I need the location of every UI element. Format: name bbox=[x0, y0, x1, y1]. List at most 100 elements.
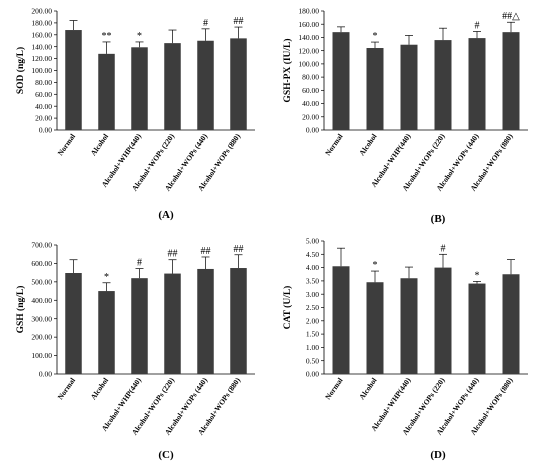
panel-d: 0.00 0.50 1.00 1.50 2.00 2.50 3.00 3.50 4.00 4.50… bbox=[282, 237, 528, 461]
significance-marker: # bbox=[203, 18, 208, 29]
y-tick-label: 140.00 bbox=[31, 42, 52, 51]
y-tick-label: 2.00 bbox=[306, 316, 319, 325]
bar bbox=[502, 274, 520, 374]
y-tick-label: 400.00 bbox=[31, 296, 52, 305]
y-tick-label: 0.00 bbox=[306, 370, 319, 379]
y-tick-label: 20.00 bbox=[302, 112, 319, 121]
bar bbox=[366, 282, 384, 374]
bar bbox=[131, 278, 148, 374]
significance-marker: ## bbox=[234, 244, 244, 255]
y-tick-label: 0.00 bbox=[306, 126, 319, 135]
significance-marker: ## bbox=[201, 246, 211, 257]
y-tick-label: 100.00 bbox=[298, 59, 319, 68]
bar bbox=[434, 267, 452, 374]
y-tick-label: 200.00 bbox=[31, 7, 52, 16]
y-axis-title: CAT (U/L) bbox=[282, 286, 293, 330]
bar bbox=[65, 30, 82, 130]
significance-marker: # bbox=[441, 243, 446, 254]
y-tick-label: 40.00 bbox=[302, 99, 319, 108]
y-tick-label: 1.50 bbox=[306, 330, 319, 339]
y-tick-label: 5.00 bbox=[306, 237, 319, 246]
panel-label: (A) bbox=[158, 209, 174, 221]
y-tick-label: 4.00 bbox=[306, 263, 319, 272]
bar bbox=[131, 47, 148, 130]
bar bbox=[332, 266, 350, 374]
panel-c: 0.00 100.00 200.00 300.00 400.00 500.00 600.00… bbox=[15, 241, 255, 461]
y-tick-label: 120.00 bbox=[298, 46, 319, 55]
bar bbox=[230, 268, 247, 374]
y-tick-label: 300.00 bbox=[31, 314, 52, 323]
y-tick-label: 0.50 bbox=[306, 356, 319, 365]
y-tick-label: 200.00 bbox=[31, 333, 52, 342]
significance-marker: * bbox=[137, 31, 142, 42]
panel-label: (B) bbox=[431, 213, 446, 225]
y-tick-label: 140.00 bbox=[298, 33, 319, 42]
bar bbox=[332, 32, 350, 130]
bar bbox=[230, 38, 247, 131]
y-tick-label: 600.00 bbox=[31, 259, 52, 268]
significance-marker: # bbox=[475, 20, 480, 31]
bar bbox=[400, 44, 418, 130]
y-tick-label: 180.00 bbox=[298, 7, 319, 16]
significance-marker: * bbox=[475, 270, 480, 281]
y-tick-label: 120.00 bbox=[31, 54, 52, 63]
x-tick-label: Normal bbox=[56, 376, 77, 401]
bar bbox=[65, 273, 82, 374]
y-tick-label: 500.00 bbox=[31, 277, 52, 286]
y-tick-label: 80.00 bbox=[302, 73, 319, 82]
panel-label: (C) bbox=[158, 449, 174, 461]
y-axis-title: GSH (ng/L) bbox=[15, 286, 26, 334]
y-tick-label: 0.00 bbox=[39, 370, 52, 379]
bar bbox=[434, 40, 452, 130]
y-tick-label: 60.00 bbox=[302, 86, 319, 95]
panel-a: 0.00 20.00 40.00 60.00 80.00 100.00 120.00 140.… bbox=[15, 7, 255, 221]
y-tick-label: 160.00 bbox=[31, 30, 52, 39]
y-axis-title: SOD (ng/L) bbox=[15, 47, 26, 94]
x-tick-label: Alcohol bbox=[357, 132, 378, 157]
y-tick-label: 40.00 bbox=[35, 102, 52, 111]
bar bbox=[197, 268, 214, 374]
significance-marker: ** bbox=[102, 31, 112, 42]
significance-marker: * bbox=[373, 260, 378, 271]
bar bbox=[502, 32, 520, 130]
x-tick-label: Alcohol bbox=[89, 376, 110, 401]
significance-marker: * bbox=[373, 31, 378, 42]
y-tick-label: 20.00 bbox=[35, 114, 52, 123]
significance-marker: # bbox=[137, 258, 142, 269]
x-tick-label: Normal bbox=[323, 132, 344, 157]
significance-marker: * bbox=[104, 272, 109, 283]
y-tick-label: 80.00 bbox=[35, 78, 52, 87]
y-tick-label: 1.00 bbox=[306, 343, 319, 352]
bar bbox=[164, 273, 181, 374]
panel-b: 0.00 20.00 40.00 60.00 80.00 100.00 120.00 140.… bbox=[282, 7, 528, 225]
y-tick-label: 3.50 bbox=[306, 277, 319, 286]
bar bbox=[197, 40, 214, 130]
bar bbox=[366, 48, 384, 131]
x-tick-label: Alcohol bbox=[89, 132, 110, 157]
bar bbox=[468, 38, 486, 130]
x-tick-label: Alcohol bbox=[357, 376, 378, 401]
bar bbox=[400, 278, 418, 374]
x-tick-label: Normal bbox=[56, 132, 77, 157]
significance-marker: ## bbox=[234, 16, 244, 27]
y-tick-label: 3.00 bbox=[306, 290, 319, 299]
bar bbox=[98, 291, 115, 374]
y-tick-label: 0.00 bbox=[39, 126, 52, 135]
bar bbox=[468, 283, 486, 374]
y-tick-label: 180.00 bbox=[31, 19, 52, 28]
y-tick-label: 100.00 bbox=[31, 351, 52, 360]
y-tick-label: 4.50 bbox=[306, 250, 319, 259]
y-tick-label: 2.50 bbox=[306, 303, 319, 312]
y-tick-label: 60.00 bbox=[35, 90, 52, 99]
y-tick-label: 160.00 bbox=[298, 20, 319, 29]
significance-marker: ##△ bbox=[502, 11, 520, 22]
bar bbox=[98, 53, 115, 131]
y-tick-label: 100.00 bbox=[31, 66, 52, 75]
x-tick-label: Normal bbox=[323, 376, 344, 401]
bar bbox=[164, 43, 181, 130]
significance-marker: ## bbox=[168, 249, 178, 260]
y-axis-title: GSH-PX (IU/L) bbox=[282, 38, 293, 102]
panel-label: (D) bbox=[430, 449, 446, 461]
